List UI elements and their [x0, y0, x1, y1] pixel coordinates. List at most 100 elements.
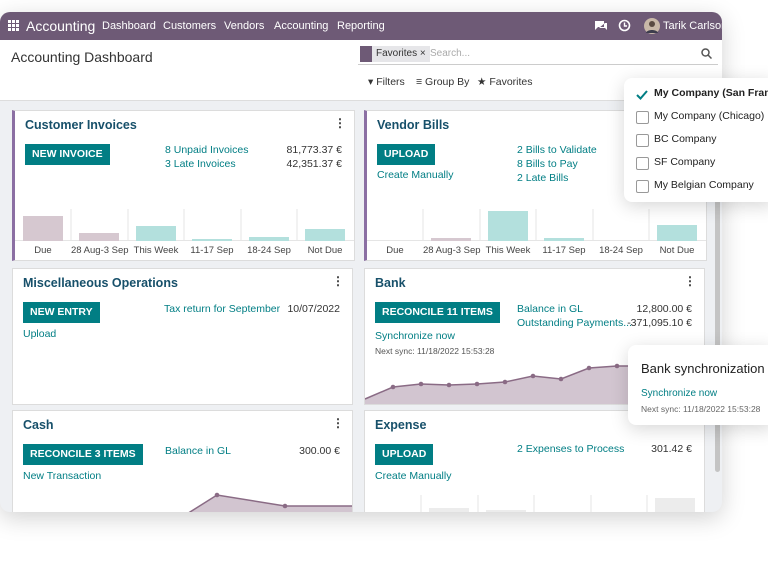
card-link[interactable]: Upload [23, 328, 57, 340]
chart-label: 18-24 Sep [247, 245, 291, 256]
card-title[interactable]: Customer Invoices [25, 118, 137, 132]
card-link[interactable]: New Transaction [23, 470, 102, 482]
app-name[interactable]: Accounting [26, 18, 96, 34]
card-link[interactable]: 2 Late Bills [517, 172, 569, 184]
facet-label: Favorites [376, 48, 418, 59]
facet-icon [360, 46, 372, 62]
company-checkbox[interactable] [636, 180, 649, 193]
search-placeholder[interactable]: Search... [430, 48, 471, 59]
bar-chart [420, 495, 695, 512]
chart-label: 11-17 Sep [542, 245, 586, 256]
chart-label: This Week [485, 245, 531, 256]
card-button[interactable]: NEW ENTRY [23, 302, 100, 323]
card-title[interactable]: Miscellaneous Operations [23, 276, 178, 290]
line-chart [188, 492, 352, 512]
chart-label: This Week [133, 245, 179, 256]
card-title[interactable]: Vendor Bills [377, 118, 450, 132]
company-name[interactable]: My Company (San Francisco) [654, 87, 768, 99]
card-date: 10/07/2022 [287, 303, 340, 315]
group-by-label: Group By [425, 76, 470, 88]
menu-item[interactable]: Accounting [274, 20, 329, 32]
company-checkbox[interactable] [636, 157, 649, 170]
bar-chart [15, 209, 354, 241]
journal-card: Expense UPLOAD Create Manually 2 Expense… [364, 410, 705, 512]
card-button[interactable]: NEW INVOICE [25, 144, 110, 165]
card-link[interactable]: Outstanding Payments... [517, 317, 632, 329]
popup-link[interactable]: Synchronize now [641, 388, 718, 399]
page-title: Accounting Dashboard [11, 49, 153, 65]
chart-label: Due [386, 245, 404, 256]
card-button[interactable]: UPLOAD [375, 444, 434, 465]
card-amount: 301.42 € [651, 443, 692, 455]
apps-icon[interactable] [8, 20, 19, 31]
card-link[interactable]: 8 Unpaid Invoices [165, 144, 249, 156]
card-amount: 12,800.00 € [636, 303, 692, 315]
card-title[interactable]: Expense [375, 418, 427, 432]
journal-card: Miscellaneous Operations NEW ENTRY Uploa… [12, 268, 353, 405]
bar-chart [367, 209, 706, 241]
next-sync: Next sync: 11/18/2022 15:53:28 [375, 346, 495, 356]
card-link[interactable]: Synchronize now [375, 330, 455, 342]
group-by-button[interactable]: ≡ Group By [416, 76, 470, 88]
card-link[interactable]: 3 Late Invoices [165, 158, 236, 170]
chart-label: Not Due [307, 245, 343, 256]
navbar: Accounting Dashboard Customers Vendors A… [0, 12, 722, 40]
company-switcher: My Company (San Francisco) My Company (C… [624, 78, 768, 202]
favorites-label: Favorites [489, 76, 533, 88]
card-link[interactable]: Create Manually [377, 169, 454, 181]
card-link[interactable]: Balance in GL [165, 445, 231, 457]
card-amount: 81,773.37 € [286, 144, 342, 156]
popup-next-sync: Next sync: 11/18/2022 15:53:28 [641, 404, 761, 414]
activity-icon[interactable] [618, 19, 631, 32]
card-title[interactable]: Cash [23, 418, 54, 432]
app-window: Accounting Dashboard Customers Vendors A… [0, 12, 722, 512]
chart-label: Not Due [659, 245, 695, 256]
company-name[interactable]: My Company (Chicago) [654, 110, 765, 122]
card-amount: 42,351.37 € [286, 158, 342, 170]
card-button[interactable]: RECONCILE 3 ITEMS [23, 444, 143, 465]
company-checkbox[interactable] [636, 134, 649, 147]
filters-button[interactable]: ▾ Filters [368, 76, 405, 88]
company-name[interactable]: My Belgian Company [654, 179, 754, 191]
card-amount: 300.00 € [299, 445, 340, 457]
chart-label: 28 Aug-3 Sep [71, 245, 129, 256]
user-name[interactable]: Tarik Carlson [663, 20, 722, 32]
chart-label: 11-17 Sep [190, 245, 234, 256]
card-button[interactable]: UPLOAD [377, 144, 436, 165]
search-facet[interactable]: Favorites × [360, 46, 430, 62]
journal-card: Bank RECONCILE 11 ITEMS Synchronize now … [364, 268, 705, 405]
card-link[interactable]: 2 Expenses to Process [517, 443, 625, 455]
card-link[interactable]: 8 Bills to Pay [517, 158, 578, 170]
search-box[interactable] [358, 44, 718, 65]
card-link[interactable]: Tax return for September [164, 303, 281, 315]
avatar[interactable] [644, 18, 660, 34]
menu-item[interactable]: Vendors [224, 20, 265, 32]
card-link[interactable]: Create Manually [375, 470, 452, 482]
menu-item[interactable]: Dashboard [102, 20, 156, 32]
card-menu[interactable]: ⋮ [332, 274, 344, 288]
card-title[interactable]: Bank [375, 276, 406, 290]
company-checkbox[interactable] [636, 88, 648, 100]
chart-label: Due [34, 245, 52, 256]
company-checkbox[interactable] [636, 111, 649, 124]
card-button[interactable]: RECONCILE 11 ITEMS [375, 302, 500, 323]
chart-label: 18-24 Sep [599, 245, 643, 256]
company-name[interactable]: BC Company [654, 133, 717, 145]
search-icon[interactable] [701, 48, 712, 59]
control-panel: Accounting Dashboard Favorites × Search.… [0, 40, 722, 101]
journal-card: Customer Invoices NEW INVOICE 8 Unpaid I… [12, 110, 355, 261]
card-amount: -371,095.10 € [627, 317, 692, 329]
menu-item[interactable]: Customers [163, 20, 217, 32]
journal-card: Cash RECONCILE 3 ITEMS New Transaction B… [12, 410, 353, 512]
card-menu[interactable]: ⋮ [332, 416, 344, 430]
card-menu[interactable]: ⋮ [684, 274, 696, 288]
company-name[interactable]: SF Company [654, 156, 716, 168]
card-link[interactable]: Balance in GL [517, 303, 583, 315]
favorites-button[interactable]: ★ Favorites [477, 76, 533, 88]
card-link[interactable]: 2 Bills to Validate [517, 144, 597, 156]
card-menu[interactable]: ⋮ [334, 116, 346, 130]
menu-item[interactable]: Reporting [337, 20, 385, 32]
scrollbar[interactable] [715, 102, 720, 472]
chat-icon[interactable] [594, 20, 608, 32]
